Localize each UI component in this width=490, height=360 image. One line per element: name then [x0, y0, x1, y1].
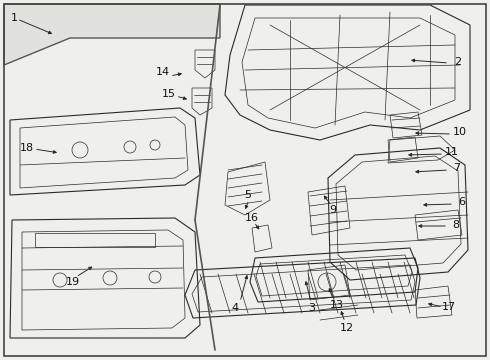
Bar [35, 233, 155, 247]
Text: 15: 15 [162, 89, 176, 99]
Text: 9: 9 [329, 205, 337, 215]
Text: 11: 11 [445, 147, 459, 157]
Text: 12: 12 [340, 323, 354, 333]
Text: 7: 7 [453, 163, 461, 173]
Text: 3: 3 [309, 303, 316, 313]
Text: 18: 18 [20, 143, 34, 153]
Text: 13: 13 [330, 300, 344, 310]
Text: 14: 14 [156, 67, 170, 77]
Text: 8: 8 [452, 220, 460, 230]
Text: 6: 6 [459, 197, 466, 207]
Text: 19: 19 [66, 277, 80, 287]
Text: 16: 16 [245, 213, 259, 223]
Text: 4: 4 [231, 303, 239, 313]
Text: 17: 17 [442, 302, 456, 312]
Polygon shape [4, 4, 220, 65]
Text: 1: 1 [10, 13, 18, 23]
Text: 5: 5 [245, 190, 251, 200]
Text: 10: 10 [453, 127, 467, 137]
Text: 2: 2 [454, 57, 462, 67]
